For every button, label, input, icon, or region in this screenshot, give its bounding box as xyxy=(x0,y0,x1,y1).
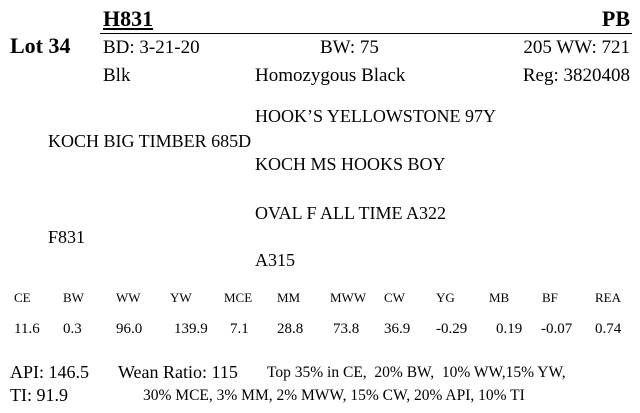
epd-value: 73.8 xyxy=(333,321,360,337)
ti-index: TI: 91.9 xyxy=(10,385,68,405)
birth-date: BD: 3-21-20 xyxy=(103,37,200,58)
epd-value: 0.19 xyxy=(496,321,523,337)
epd-header: MWW xyxy=(330,290,367,305)
epd-value: -0.07 xyxy=(541,321,573,337)
pedigree-sire-dam: KOCH MS HOOKS BOY xyxy=(255,154,446,174)
epd-header: YW xyxy=(170,290,192,305)
epd-header: WW xyxy=(116,290,141,305)
pedigree-dam-sire: OVAL F ALL TIME A322 xyxy=(255,203,447,223)
color: Blk xyxy=(103,65,131,86)
epd-value: 11.6 xyxy=(14,321,40,337)
epd-value: 96.0 xyxy=(116,321,143,337)
epd-header: CE xyxy=(14,290,31,305)
epd-header: BF xyxy=(542,290,558,305)
api-index: API: 146.5 xyxy=(10,362,90,382)
weaning-weight: 205 WW: 721 xyxy=(523,37,630,58)
birth-weight: BW: 75 xyxy=(320,37,379,58)
registration: Reg: 3820408 xyxy=(522,65,630,86)
epd-header: MM xyxy=(277,290,301,305)
epd-header: REA xyxy=(595,290,621,305)
epd-header: YG xyxy=(436,290,455,305)
genotype: Homozygous Black xyxy=(255,65,406,86)
epd-value: -0.29 xyxy=(436,321,468,337)
pedigree-dam-dam: A315 xyxy=(255,250,295,270)
epd-value: 36.9 xyxy=(384,321,411,337)
epd-header: CW xyxy=(384,290,405,305)
pedigree-sire: KOCH BIG TIMBER 685D xyxy=(48,131,252,151)
lot-number: Lot 34 xyxy=(10,33,71,58)
wean-ratio: Wean Ratio: 115 xyxy=(118,362,238,382)
header-rule xyxy=(100,33,632,34)
rank-line: Top 35% in CE, 20% BW, 10% WW,15% YW, xyxy=(267,364,566,381)
rank-line: 30% MCE, 3% MM, 2% MWW, 15% CW, 20% API,… xyxy=(143,387,525,404)
animal-name: H831 xyxy=(103,6,154,31)
epd-value: 0.74 xyxy=(595,321,622,337)
breed: PB xyxy=(601,6,630,31)
epd-value: 7.1 xyxy=(230,321,249,337)
epd-header: BW xyxy=(63,290,84,305)
epd-header: MCE xyxy=(224,290,253,305)
pedigree-dam: F831 xyxy=(48,227,86,247)
epd-value: 139.9 xyxy=(174,321,208,337)
pedigree-sire-sire: HOOK’S YELLOWSTONE 97Y xyxy=(255,106,496,126)
epd-value: 28.8 xyxy=(277,321,304,337)
epd-header: MB xyxy=(489,290,510,305)
epd-value: 0.3 xyxy=(63,321,82,337)
